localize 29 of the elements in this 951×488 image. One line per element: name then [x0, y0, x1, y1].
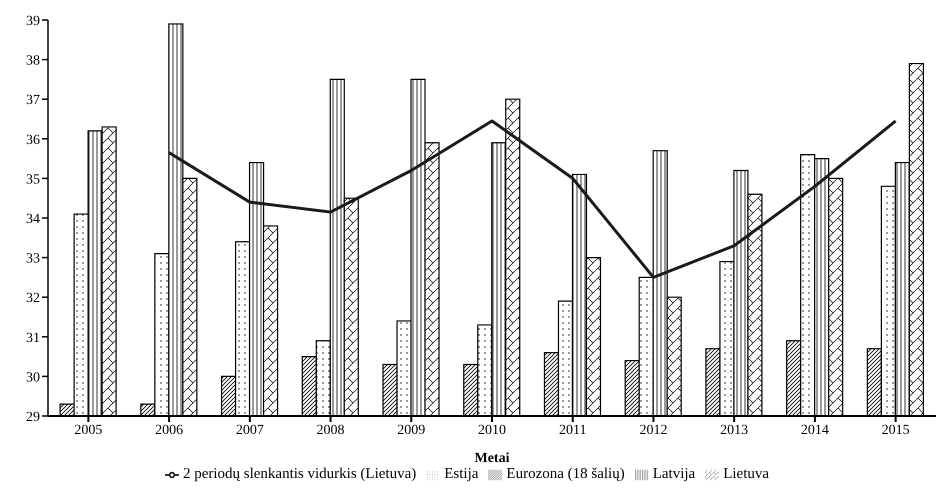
legend-label: Lietuva	[723, 466, 770, 482]
legend-label: Estija	[444, 466, 478, 482]
y-tick-label: 38	[26, 54, 40, 69]
legend-label: 2 periodų slenkantis vidurkis (Lietuva)	[182, 466, 416, 482]
x-tick-label: 2013	[720, 422, 748, 438]
y-tick-label: 33	[26, 252, 40, 267]
y-tick-label: 37	[26, 93, 40, 108]
x-tick-label: 2005	[74, 422, 102, 438]
x-tick-label: 2014	[800, 422, 829, 438]
y-tick-label: 29	[26, 410, 40, 425]
y-tick-label: 35	[26, 172, 40, 188]
x-tick-label: 2006	[155, 422, 184, 438]
y-tick-label: 34	[26, 212, 40, 227]
line-series	[168, 119, 898, 279]
y-tick-label: 30	[26, 370, 40, 386]
x-tick-label: 2012	[639, 422, 668, 438]
x-tick-label: 2011	[558, 422, 586, 438]
x-tick-label: 2007	[236, 422, 264, 438]
x-tick-label: 2008	[316, 422, 345, 438]
y-tick-label: 39	[26, 14, 40, 29]
x-tick-label: 2010	[478, 422, 506, 438]
y-tick-label: 31	[26, 330, 40, 346]
y-tick-label: 36	[26, 132, 40, 148]
x-tick-label: 2015	[882, 422, 910, 438]
x-tick-label: 2009	[397, 422, 426, 438]
legend-label: Eurozona (18 šalių)	[506, 466, 625, 482]
y-tick-label: 32	[26, 291, 40, 306]
legend-label: Latvija	[652, 466, 696, 482]
x-axis-title: Metai	[474, 451, 510, 466]
